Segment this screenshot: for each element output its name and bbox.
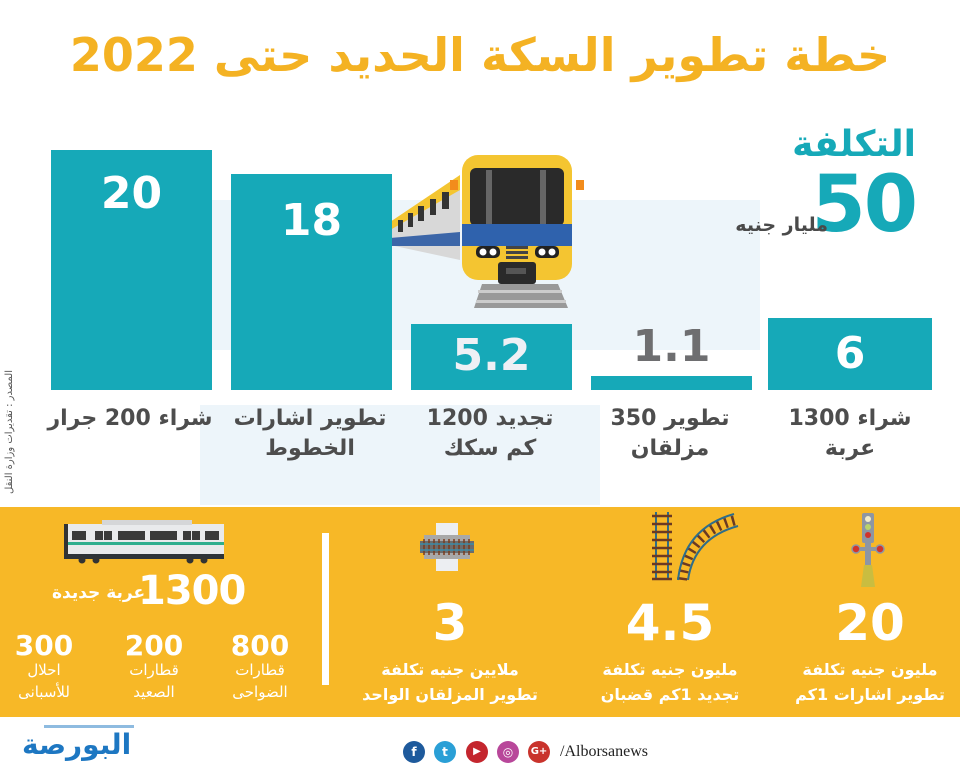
bar-value: 18	[280, 195, 343, 246]
tracks-cost-label: مليون جنيه تكلفة تجديد 1كم قضبان	[580, 657, 760, 707]
label-line: مليون جنيه تكلفة	[802, 660, 938, 679]
bar-label-line: عربة	[824, 436, 876, 461]
bar-label-signals: تطوير اشارات الخطوط	[220, 404, 400, 464]
google-plus-icon[interactable]: G+	[528, 741, 550, 763]
wagon-icon	[64, 520, 224, 564]
rail-tracks-icon	[652, 512, 739, 581]
bar-label-line: شراء 1300	[788, 406, 912, 431]
signals-cost-value: 20	[835, 594, 905, 652]
cost-value: 50	[811, 160, 918, 250]
logo-tagline	[44, 725, 134, 728]
bar-tracks: 5.2	[411, 324, 572, 390]
wagons-suburban-value: 800	[230, 629, 290, 662]
bar-label-tracks: تجديد 1200 كم سكك	[400, 404, 580, 464]
bar-label-wagons: شراء 1300 عربة	[760, 404, 940, 464]
bar-label-line: شراء 200 جرار	[47, 406, 213, 431]
bar-label-locomotives: شراء 200 جرار	[40, 404, 220, 434]
social-handle[interactable]: /Alborsanews	[560, 743, 648, 760]
bar-value-crossings: 1.1	[632, 321, 711, 372]
wagons-total-unit: عربة جديدة	[52, 583, 146, 603]
source-note: المصدر : تقديرات وزارة النقل	[4, 370, 15, 495]
bar-label-line: مزلقان	[630, 436, 710, 461]
panel-divider	[322, 533, 329, 685]
bar-value: 5.2	[452, 330, 531, 381]
instagram-icon[interactable]: ◎	[497, 741, 519, 763]
wagons-suburban-label: قطارات الضواحى	[215, 659, 305, 703]
label-line: الضواحى	[232, 683, 288, 701]
label-line: قطارات	[235, 661, 285, 679]
watermark-block	[200, 405, 600, 505]
bar-locomotives: 20	[51, 150, 212, 390]
bar-signals: 18	[231, 174, 392, 390]
label-line: احلال	[27, 661, 61, 679]
label-line: الصعيد	[133, 683, 175, 701]
label-line: تطوير المزلقان الواحد	[362, 685, 538, 704]
wagons-spanish-value: 300	[14, 629, 74, 662]
label-line: قطارات	[129, 661, 179, 679]
label-line: للأسبانى	[18, 683, 70, 701]
label-line: مليون جنيه تكلفة	[602, 660, 738, 679]
bar-wagons: 6	[768, 318, 932, 390]
tracks-cost-value: 4.5	[625, 594, 715, 652]
label-line: ملايين جنيه تكلفة	[381, 660, 519, 679]
bar-label-line: تطوير 350	[610, 406, 730, 431]
crossing-cost-label: ملايين جنيه تكلفة تطوير المزلقان الواحد	[350, 657, 550, 707]
bar-crossings	[591, 376, 752, 390]
bar-label-crossings: تطوير 350 مزلقان	[580, 404, 760, 464]
train-icon	[390, 155, 584, 308]
cost-label: التكلفة	[792, 124, 916, 165]
wagons-upper-egypt-label: قطارات الصعيد	[109, 659, 199, 703]
railway-crossing-icon	[420, 523, 474, 571]
cost-unit: مليار جنيه	[735, 214, 828, 236]
label-line: تطوير اشارات 1كم	[795, 685, 945, 704]
wagons-total: 1300	[138, 568, 246, 614]
bar-value: 6	[834, 328, 866, 379]
page-title: خطة تطوير السكة الحديد حتى 2022	[69, 28, 891, 82]
wagons-upper-egypt-value: 200	[124, 629, 184, 662]
wagons-spanish-label: احلال للأسبانى	[0, 659, 89, 703]
bar-label-line: تجديد 1200	[426, 406, 554, 431]
brand-logo[interactable]: البورصة	[22, 728, 132, 761]
youtube-icon[interactable]: ▶	[466, 741, 488, 763]
facebook-icon[interactable]: f	[403, 741, 425, 763]
crossing-cost-value: 3	[432, 594, 468, 652]
twitter-icon[interactable]: t	[434, 741, 456, 763]
signals-cost-label: مليون جنيه تكلفة تطوير اشارات 1كم	[775, 657, 960, 707]
bar-label-line: الخطوط	[265, 436, 355, 461]
label-line: تجديد 1كم قضبان	[600, 685, 740, 704]
bar-label-line: تطوير اشارات	[233, 406, 387, 431]
bar-value: 20	[100, 168, 163, 219]
railway-signal-icon	[851, 513, 885, 587]
bar-label-line: كم سكك	[443, 436, 537, 461]
